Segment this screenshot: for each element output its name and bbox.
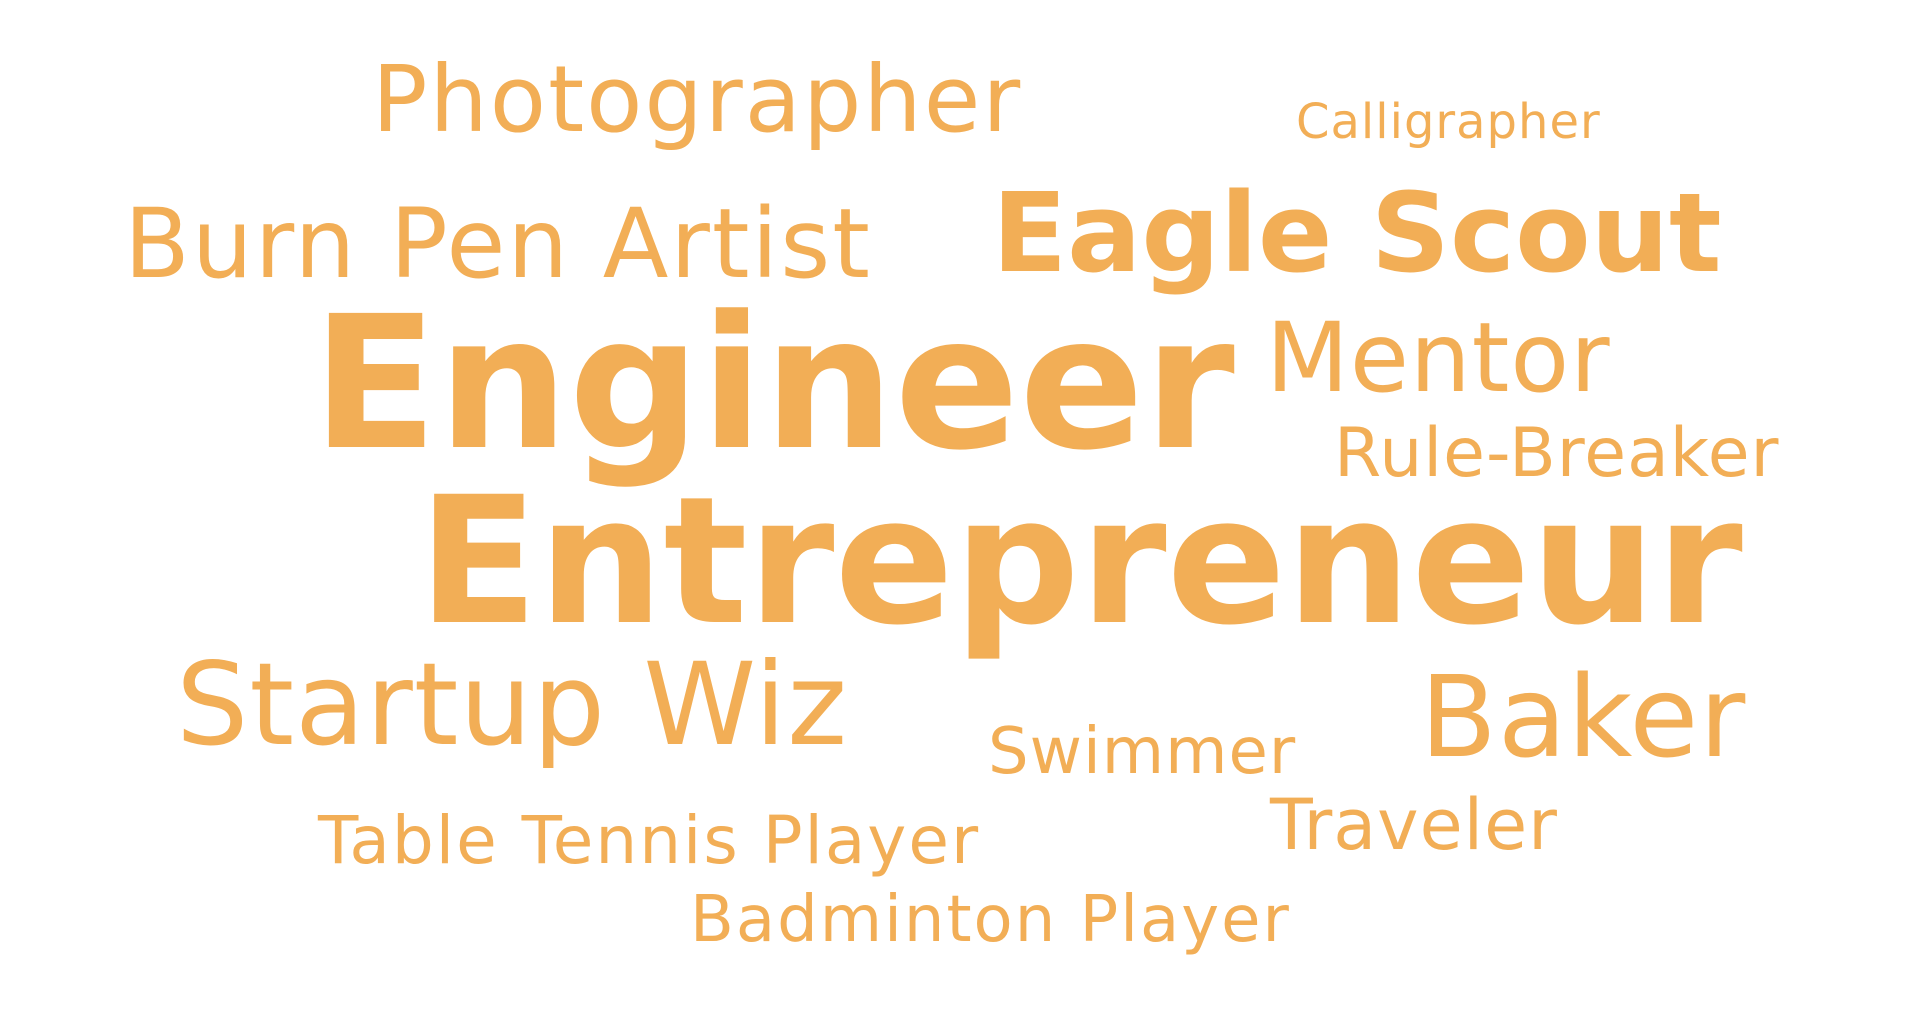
word-burn-pen-artist: Burn Pen Artist <box>124 188 872 300</box>
word-engineer: Engineer <box>312 277 1235 491</box>
word-swimmer: Swimmer <box>988 715 1297 789</box>
word-photographer: Photographer <box>372 46 1023 153</box>
word-baker: Baker <box>1420 653 1747 783</box>
word-eagle-scout: Eagle Scout <box>992 169 1722 297</box>
word-mentor: Mentor <box>1266 302 1611 414</box>
word-calligrapher: Calligrapher <box>1296 94 1601 150</box>
word-entrepreneur: Entrepreneur <box>418 459 1743 664</box>
word-table-tennis-player: Table Tennis Player <box>318 802 981 879</box>
word-traveler: Traveler <box>1270 784 1558 866</box>
word-rule-breaker: Rule-Breaker <box>1334 414 1780 493</box>
word-startup-wiz: Startup Wiz <box>176 638 849 771</box>
word-badminton-player: Badminton Player <box>690 883 1291 957</box>
